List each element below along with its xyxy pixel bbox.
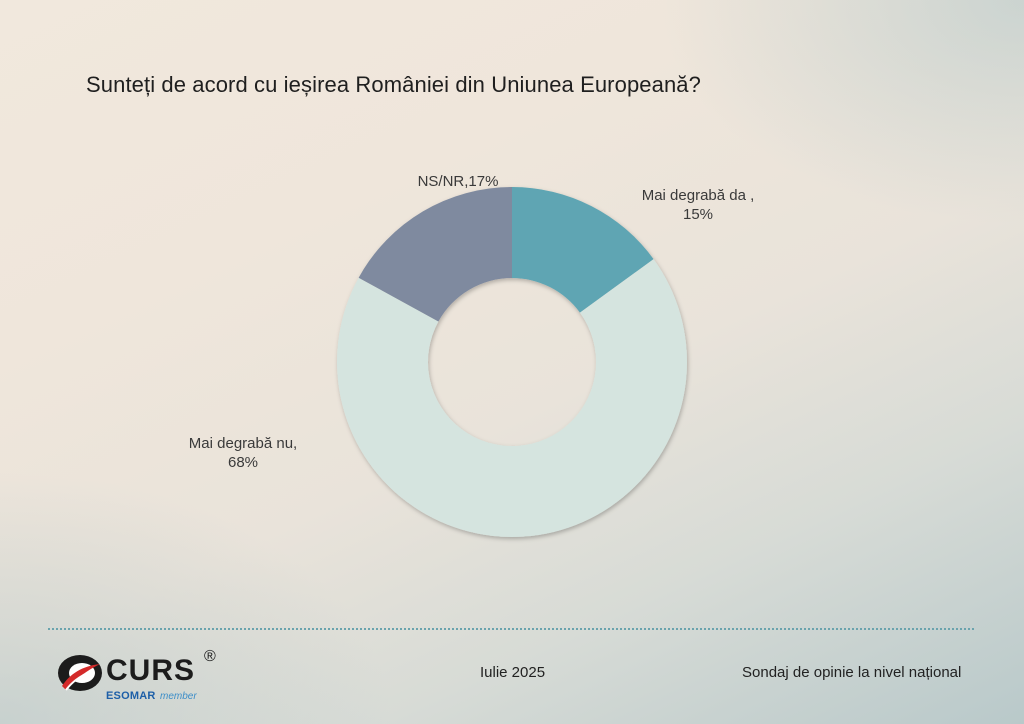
- donut-chart: Mai degrabă da , 15% Mai degrabă nu, 68% NS/…: [189, 173, 755, 537]
- donut-slice-2: [336, 259, 687, 537]
- logo-registered-mark: ®: [204, 648, 216, 665]
- slice-label-1: Mai degrabă da , 15%: [642, 187, 755, 223]
- curs-logo-mark-icon: [58, 655, 102, 691]
- slice-label-1-line1: Mai degrabă da ,: [642, 187, 755, 204]
- footer-survey-note: Sondaj de opinie la nivel național: [742, 664, 962, 681]
- logo-brand: CURS: [106, 654, 196, 687]
- footer-divider: [48, 628, 974, 630]
- slice-label-1-line2: 15%: [683, 206, 713, 223]
- slice-label-3: NS/NR,17%: [418, 173, 499, 190]
- curs-logo: CURS ® ESOMAR member: [56, 648, 236, 708]
- logo-esomar: ESOMAR: [106, 690, 156, 702]
- donut-slice-3: [358, 187, 512, 322]
- slice-label-2-line1: Mai degrabă nu,: [189, 435, 297, 452]
- slice-label-2-line2: 68%: [228, 454, 258, 471]
- donut-slice-1: [512, 187, 654, 313]
- slice-label-2: Mai degrabă nu, 68%: [189, 435, 297, 471]
- footer-date: Iulie 2025: [480, 664, 546, 681]
- chart-title: Sunteți de acord cu ieșirea României din…: [86, 72, 701, 97]
- slice-label-3-line1: NS/NR,17%: [418, 173, 499, 190]
- logo-member: member: [160, 691, 197, 702]
